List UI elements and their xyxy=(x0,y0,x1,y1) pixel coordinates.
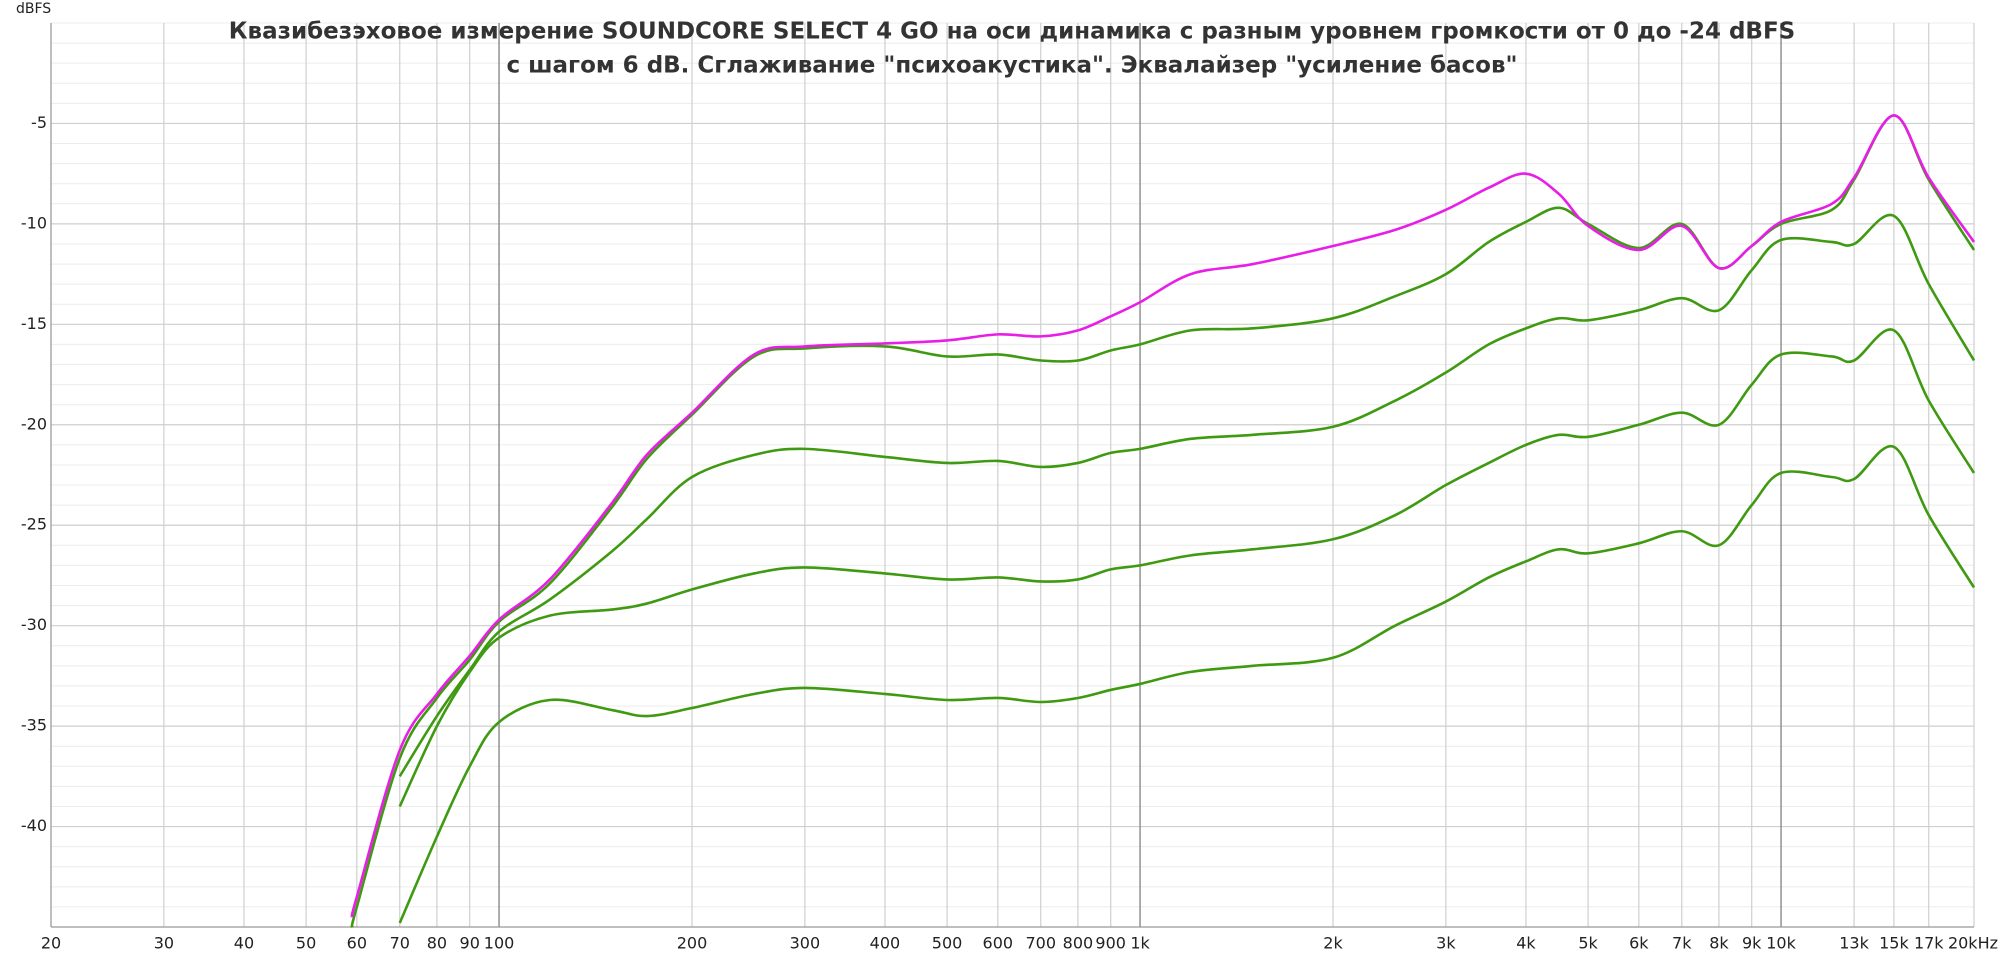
chart-title: с шагом 6 dB. Сглаживание "психоакустика… xyxy=(506,53,1517,79)
x-tick-label: 4k xyxy=(1516,934,1536,953)
y-tick-label: -5 xyxy=(31,113,47,132)
x-tick-label: 600 xyxy=(983,934,1014,953)
x-tick-label: 90 xyxy=(460,934,480,953)
x-tick-label: 300 xyxy=(790,934,821,953)
x-tick-label: 17k xyxy=(1914,934,1944,953)
x-tick-label: 700 xyxy=(1025,934,1056,953)
x-tick-label: 15k xyxy=(1879,934,1909,953)
x-tick-label: 1k xyxy=(1130,934,1150,953)
x-tick-label: 900 xyxy=(1095,934,1126,953)
x-tick-label: 8k xyxy=(1709,934,1729,953)
x-tick-label: 2k xyxy=(1323,934,1343,953)
x-tick-label: 80 xyxy=(427,934,447,953)
x-tick-label: 20kHz xyxy=(1948,934,1998,953)
y-tick-label: -40 xyxy=(21,816,47,835)
series-line xyxy=(350,114,1976,918)
x-tick-label: 30 xyxy=(154,934,174,953)
y-tick-label: -25 xyxy=(21,515,47,534)
y-tick-label: -15 xyxy=(21,314,47,333)
x-tick-label: 3k xyxy=(1436,934,1456,953)
x-tick-label: 20 xyxy=(41,934,61,953)
x-tick-label: 500 xyxy=(932,934,963,953)
x-tick-label: 50 xyxy=(296,934,316,953)
series-line xyxy=(398,445,1976,924)
chart-title: Квазибезэховое измерение SOUNDCORE SELEC… xyxy=(229,19,1796,45)
x-tick-label: 40 xyxy=(234,934,254,953)
x-tick-label: 400 xyxy=(870,934,901,953)
y-tick-label: -30 xyxy=(21,615,47,634)
x-tick-label: 6k xyxy=(1629,934,1649,953)
x-tick-label: 13k xyxy=(1839,934,1869,953)
y-tick-label: -10 xyxy=(21,213,47,232)
series-line xyxy=(398,213,1976,778)
x-tick-label: 60 xyxy=(347,934,367,953)
x-tick-label: 10k xyxy=(1766,934,1796,953)
x-tick-label: 70 xyxy=(390,934,410,953)
y-axis-label: dBFS xyxy=(16,1,51,17)
lines xyxy=(350,114,1976,928)
y-tick-label: -35 xyxy=(21,716,47,735)
x-tick-label: 200 xyxy=(677,934,708,953)
series-line xyxy=(398,328,1976,808)
x-tick-label: 5k xyxy=(1578,934,1598,953)
y-tick-label: -20 xyxy=(21,414,47,433)
x-tick-label: 100 xyxy=(484,934,515,953)
x-tick-label: 800 xyxy=(1063,934,1094,953)
x-tick-label: 7k xyxy=(1672,934,1692,953)
x-tick-label: 9k xyxy=(1742,934,1762,953)
